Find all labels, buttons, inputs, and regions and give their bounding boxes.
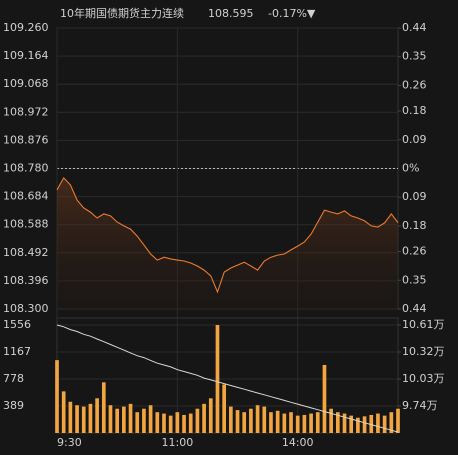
- price-line: [56, 176, 399, 294]
- volume-bar: [195, 408, 200, 433]
- open-interest-line: [56, 324, 399, 433]
- volume-bar: [115, 408, 120, 433]
- volume-bar: [242, 412, 247, 433]
- volume-bar: [362, 416, 367, 433]
- volume-bar: [295, 415, 300, 433]
- y-tick-label: 108.876: [3, 133, 49, 146]
- volume-bar: [389, 412, 394, 433]
- volume-bar: [262, 406, 267, 433]
- volume-bar: [208, 398, 213, 433]
- y2-tick-label: 9.74万: [402, 399, 438, 412]
- volume-bar: [95, 398, 99, 433]
- volume-bar: [342, 413, 347, 433]
- y2-tick-label: 0.26: [402, 78, 427, 91]
- volume-bar: [275, 410, 280, 433]
- price-area: [57, 177, 398, 309]
- y-tick-label: 109.260: [3, 21, 49, 34]
- y2-tick-label: 0.35: [402, 50, 427, 63]
- volume-bar: [182, 414, 186, 433]
- volume-bar: [108, 405, 113, 433]
- volume-bar: [302, 414, 307, 433]
- y2-tick-label: 10.03万: [402, 372, 445, 385]
- x-tick-label: 14:00: [282, 436, 314, 449]
- volume-bar: [88, 403, 93, 433]
- y2-tick-label: 0.44: [402, 21, 427, 34]
- volume-bar: [128, 403, 133, 433]
- y2-tick-label: 0.09: [402, 133, 427, 146]
- y-tick-label: 108.780: [3, 162, 49, 175]
- volume-bar: [315, 412, 320, 433]
- volume-bar: [202, 403, 206, 433]
- volume-bar: [142, 408, 146, 433]
- volume-bar: [396, 408, 400, 433]
- y2-tick-label: 0.18: [402, 104, 427, 117]
- y-tick-label: 109.164: [3, 49, 49, 62]
- volume-bar: [249, 408, 253, 433]
- y-tick-label: 109.068: [3, 77, 49, 90]
- change: -0.17%▼: [268, 7, 316, 20]
- volume-bar: [122, 406, 126, 433]
- x-tick-label: 9:30: [57, 436, 82, 449]
- volume-bar: [68, 401, 73, 433]
- y2-tick-label: 10.61万: [402, 318, 445, 331]
- volume-bar: [282, 413, 287, 433]
- volume-bar: [81, 406, 86, 433]
- volume-bar: [188, 413, 193, 433]
- volume-bar: [55, 360, 59, 433]
- y2-tick-label: 0.18: [402, 219, 427, 232]
- volume-bar: [329, 408, 333, 433]
- volume-bar: [162, 413, 166, 433]
- y-tick-label: 389: [3, 399, 24, 412]
- y2-tick-label: 0%: [402, 162, 419, 175]
- volume-bar: [269, 412, 273, 433]
- last-price: 108.595: [208, 7, 254, 20]
- volume-bar: [61, 391, 66, 433]
- volume-bar: [349, 415, 354, 433]
- y2-tick-label: 0.26: [402, 245, 427, 258]
- volume-bar: [356, 417, 360, 433]
- volume-bar: [382, 415, 387, 433]
- volume-bar: [101, 382, 106, 433]
- volume-bar: [369, 414, 374, 433]
- volume-bar: [148, 405, 153, 433]
- y2-tick-label: 0.35: [402, 273, 427, 286]
- volume-bar: [215, 325, 220, 433]
- y-tick-label: 1167: [3, 345, 31, 358]
- volume-bar: [309, 413, 313, 433]
- y2-tick-label: 0.09: [402, 190, 427, 203]
- volume-bar: [135, 412, 140, 433]
- volume-bar: [155, 412, 160, 433]
- volume-bar: [75, 405, 79, 433]
- y-tick-label: 108.492: [3, 246, 49, 259]
- volume-bar: [235, 410, 240, 433]
- y-tick-label: 778: [3, 372, 24, 385]
- y-tick-label: 108.588: [3, 218, 49, 231]
- y-tick-label: 108.300: [3, 302, 49, 315]
- y2-tick-label: 0.44: [402, 302, 427, 315]
- y-tick-label: 108.684: [3, 190, 49, 203]
- volume-bar: [289, 412, 293, 433]
- y2-tick-label: 10.32万: [402, 345, 445, 358]
- volume-bar: [322, 364, 327, 433]
- volume-bar: [222, 384, 226, 433]
- x-tick-label: 11:00: [162, 436, 194, 449]
- volume-bar: [255, 405, 260, 433]
- volume-bar: [376, 413, 380, 433]
- y-tick-label: 108.396: [3, 274, 49, 287]
- y-tick-label: 1556: [3, 318, 31, 331]
- volume-bar: [229, 406, 233, 433]
- y-tick-label: 108.972: [3, 105, 49, 118]
- volume-bar: [168, 415, 173, 433]
- chart-title: 10年期国债期货主力连续: [60, 6, 184, 20]
- volume-bar: [335, 412, 340, 433]
- volume-bar: [175, 412, 180, 433]
